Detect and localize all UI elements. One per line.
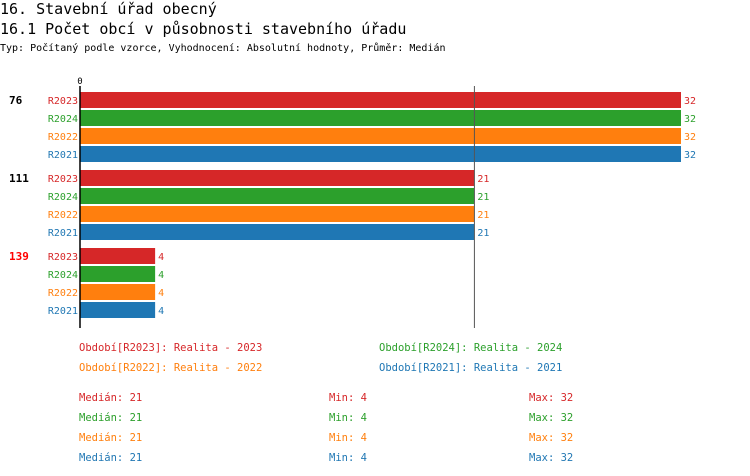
bar-value-label: 4 [158,270,164,281]
bar-value-label: 4 [158,306,164,317]
bar-value-label: 21 [477,174,489,185]
bar-series-label: R2022 [48,210,78,221]
bar [80,92,681,108]
bar-value-label: 32 [684,96,696,107]
bar [80,206,475,222]
bar [80,146,681,162]
stat-min: Min: 4 [329,412,367,424]
bar [80,284,156,300]
chart-description: Typ: Počítaný podle vzorce, Vyhodnocení:… [0,43,446,54]
bar-series-label: R2021 [48,306,78,317]
stat-median: Medián: 21 [79,452,143,464]
bar-series-label: R2023 [48,96,78,107]
bar-series-label: R2021 [48,228,78,239]
bar-value-label: 32 [684,114,696,125]
group-label: 76 [9,94,23,107]
bar-value-label: 21 [477,228,489,239]
legend-item: Období[R2021]: Realita - 2021 [379,362,563,374]
bar [80,302,156,318]
bar-series-label: R2024 [48,114,78,125]
bar-value-label: 32 [684,150,696,161]
stat-max: Max: 32 [529,452,574,464]
stat-median: Medián: 21 [79,432,143,444]
group-label: 111 [9,172,29,185]
bar [80,266,156,282]
legend-item: Období[R2023]: Realita - 2023 [79,342,263,354]
bar-value-label: 4 [158,288,164,299]
bar-series-label: R2024 [48,270,78,281]
bar [80,110,681,126]
bar [80,224,475,240]
bar-series-label: R2022 [48,132,78,143]
chart-title: 16.1 Počet obcí v působnosti stavebního … [0,20,407,38]
bar-value-label: 21 [477,210,489,221]
bar-series-label: R2024 [48,192,78,203]
section-title: 16. Stavební úřad obecný [0,0,217,18]
stat-median: Medián: 21 [79,392,143,404]
bar [80,188,475,204]
bar-value-label: 21 [477,192,489,203]
stat-max: Max: 32 [529,392,574,404]
bar [80,248,156,264]
stat-min: Min: 4 [329,392,367,404]
bar-value-label: 32 [684,132,696,143]
legend-item: Období[R2022]: Realita - 2022 [79,362,263,374]
bar-series-label: R2021 [48,150,78,161]
bar-series-label: R2023 [48,252,78,263]
legend-item: Období[R2024]: Realita - 2024 [379,342,563,354]
bar [80,170,475,186]
stat-max: Max: 32 [529,432,574,444]
bar-value-label: 4 [158,252,164,263]
stat-min: Min: 4 [329,452,367,464]
bar-series-label: R2022 [48,288,78,299]
stat-max: Max: 32 [529,412,574,424]
stat-min: Min: 4 [329,432,367,444]
bar [80,128,681,144]
stat-median: Medián: 21 [79,412,143,424]
group-label: 139 [9,250,29,263]
x-tick-label: 0 [77,77,82,87]
bar-series-label: R2023 [48,174,78,185]
